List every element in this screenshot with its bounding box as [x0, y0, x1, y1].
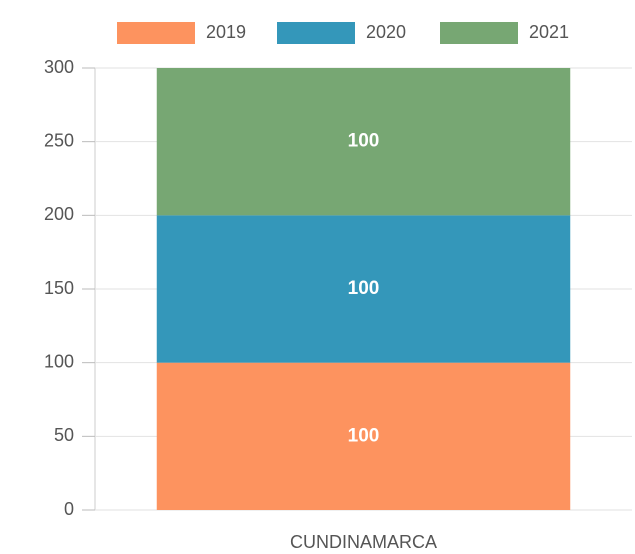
x-tick-label: CUNDINAMARCA: [290, 532, 437, 552]
data-label: 100: [348, 425, 380, 446]
y-tick-label: 0: [64, 499, 74, 519]
legend-swatch: [117, 22, 195, 44]
bar-segment: [156, 215, 571, 363]
legend-label: 2019: [206, 22, 246, 42]
y-tick-label: 50: [54, 425, 74, 445]
legend-swatch: [277, 22, 355, 44]
y-tick-label: 300: [44, 57, 74, 77]
y-tick-label: 150: [44, 278, 74, 298]
legend-swatch: [440, 22, 518, 44]
bar-segment: [156, 68, 571, 216]
y-tick-label: 100: [44, 351, 74, 371]
legend-label: 2020: [366, 22, 406, 42]
bar-segment: [156, 362, 571, 510]
y-tick-label: 250: [44, 130, 74, 150]
data-label: 100: [348, 131, 380, 152]
y-tick-label: 200: [44, 204, 74, 224]
legend-label: 2021: [529, 22, 569, 42]
data-label: 100: [348, 278, 380, 299]
